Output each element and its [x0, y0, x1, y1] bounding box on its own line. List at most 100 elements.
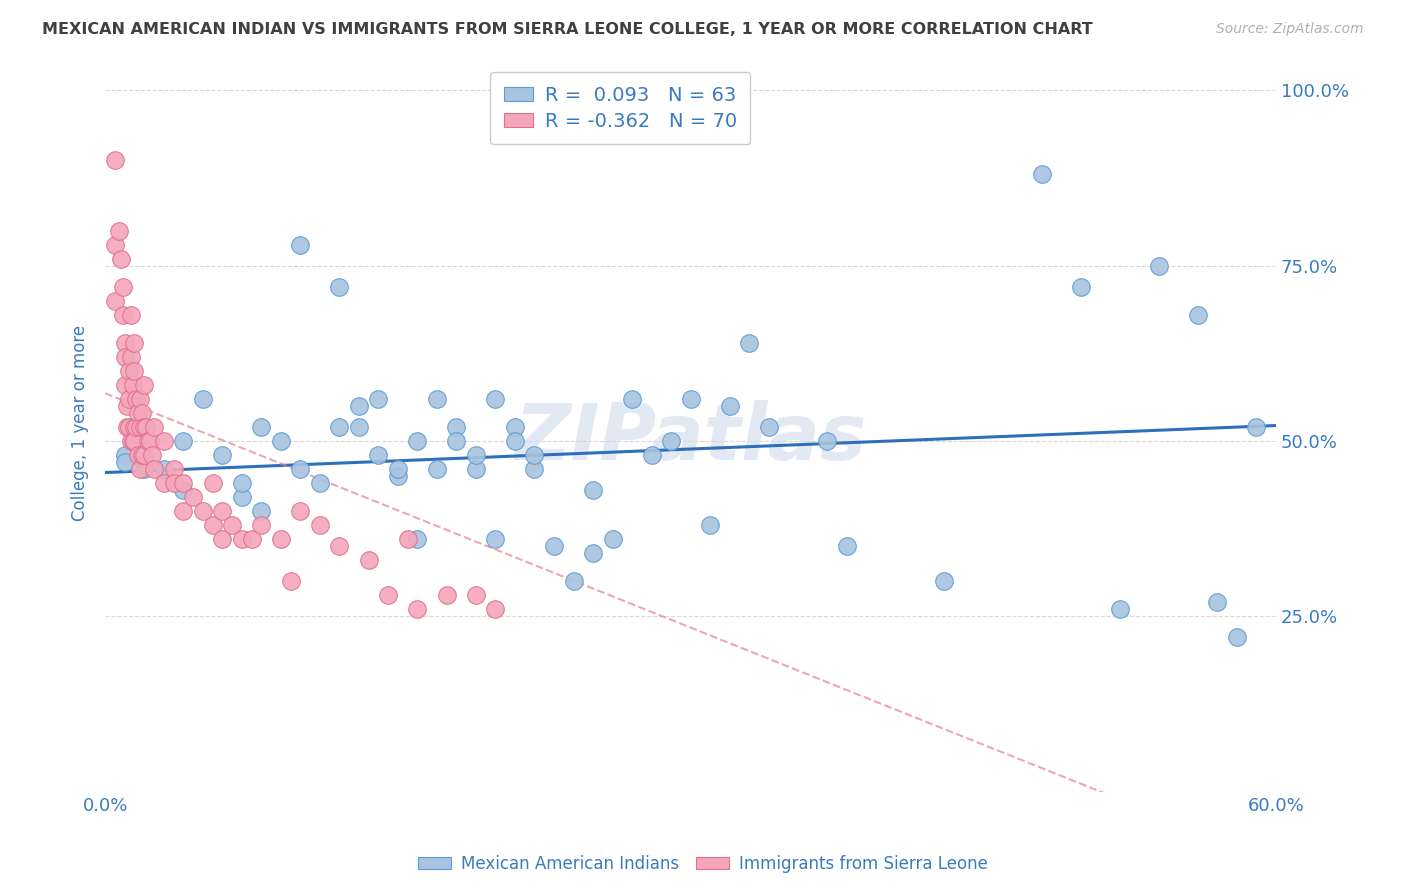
- Point: [523, 462, 546, 476]
- Point: [221, 518, 243, 533]
- Point: [835, 539, 858, 553]
- Point: [406, 532, 429, 546]
- Point: [406, 602, 429, 616]
- Point: [129, 462, 152, 476]
- Point: [136, 434, 159, 448]
- Text: Source: ZipAtlas.com: Source: ZipAtlas.com: [1216, 22, 1364, 37]
- Point: [367, 392, 389, 406]
- Point: [270, 532, 292, 546]
- Point: [125, 392, 148, 406]
- Point: [117, 392, 139, 406]
- Point: [347, 420, 370, 434]
- Point: [290, 237, 312, 252]
- Point: [134, 455, 156, 469]
- Point: [191, 392, 214, 406]
- Point: [129, 392, 152, 406]
- Point: [114, 377, 136, 392]
- Point: [347, 399, 370, 413]
- Point: [111, 279, 134, 293]
- Point: [484, 602, 506, 616]
- Point: [621, 392, 644, 406]
- Point: [131, 406, 153, 420]
- Point: [134, 420, 156, 434]
- Point: [1108, 602, 1130, 616]
- Point: [250, 504, 273, 518]
- Point: [231, 476, 253, 491]
- Point: [1147, 259, 1170, 273]
- Point: [114, 455, 136, 469]
- Point: [250, 518, 273, 533]
- Point: [114, 335, 136, 350]
- Point: [152, 462, 174, 476]
- Point: [465, 462, 488, 476]
- Point: [484, 392, 506, 406]
- Point: [240, 532, 263, 546]
- Point: [127, 406, 149, 420]
- Point: [328, 279, 350, 293]
- Text: ZIPatlas: ZIPatlas: [515, 401, 866, 476]
- Point: [108, 223, 131, 237]
- Point: [367, 448, 389, 462]
- Point: [357, 553, 380, 567]
- Point: [152, 434, 174, 448]
- Point: [134, 448, 156, 462]
- Point: [280, 574, 302, 589]
- Point: [1226, 631, 1249, 645]
- Point: [162, 476, 184, 491]
- Point: [124, 335, 146, 350]
- Point: [139, 434, 162, 448]
- Point: [377, 588, 399, 602]
- Point: [172, 434, 194, 448]
- Point: [121, 377, 143, 392]
- Point: [127, 448, 149, 462]
- Point: [104, 153, 127, 168]
- Point: [104, 237, 127, 252]
- Point: [815, 434, 838, 448]
- Point: [1187, 308, 1209, 322]
- Point: [436, 588, 458, 602]
- Point: [446, 434, 468, 448]
- Point: [582, 546, 605, 560]
- Point: [543, 539, 565, 553]
- Point: [1206, 595, 1229, 609]
- Point: [125, 420, 148, 434]
- Point: [181, 490, 204, 504]
- Point: [211, 448, 233, 462]
- Point: [143, 420, 166, 434]
- Point: [659, 434, 682, 448]
- Point: [503, 420, 526, 434]
- Point: [582, 483, 605, 497]
- Point: [934, 574, 956, 589]
- Legend: R =  0.093   N = 63, R = -0.362   N = 70: R = 0.093 N = 63, R = -0.362 N = 70: [491, 72, 751, 145]
- Point: [120, 350, 142, 364]
- Point: [121, 434, 143, 448]
- Point: [231, 532, 253, 546]
- Point: [1246, 420, 1268, 434]
- Point: [124, 364, 146, 378]
- Point: [114, 448, 136, 462]
- Point: [718, 399, 741, 413]
- Point: [115, 399, 138, 413]
- Point: [387, 469, 409, 483]
- Point: [211, 532, 233, 546]
- Point: [290, 504, 312, 518]
- Point: [134, 462, 156, 476]
- Point: [135, 420, 157, 434]
- Point: [114, 350, 136, 364]
- Point: [201, 476, 224, 491]
- Point: [201, 518, 224, 533]
- Point: [328, 539, 350, 553]
- Point: [465, 448, 488, 462]
- Point: [231, 490, 253, 504]
- Point: [602, 532, 624, 546]
- Point: [141, 448, 163, 462]
- Point: [211, 504, 233, 518]
- Point: [117, 420, 139, 434]
- Point: [143, 462, 166, 476]
- Point: [120, 434, 142, 448]
- Point: [270, 434, 292, 448]
- Point: [152, 476, 174, 491]
- Point: [250, 420, 273, 434]
- Point: [679, 392, 702, 406]
- Point: [131, 448, 153, 462]
